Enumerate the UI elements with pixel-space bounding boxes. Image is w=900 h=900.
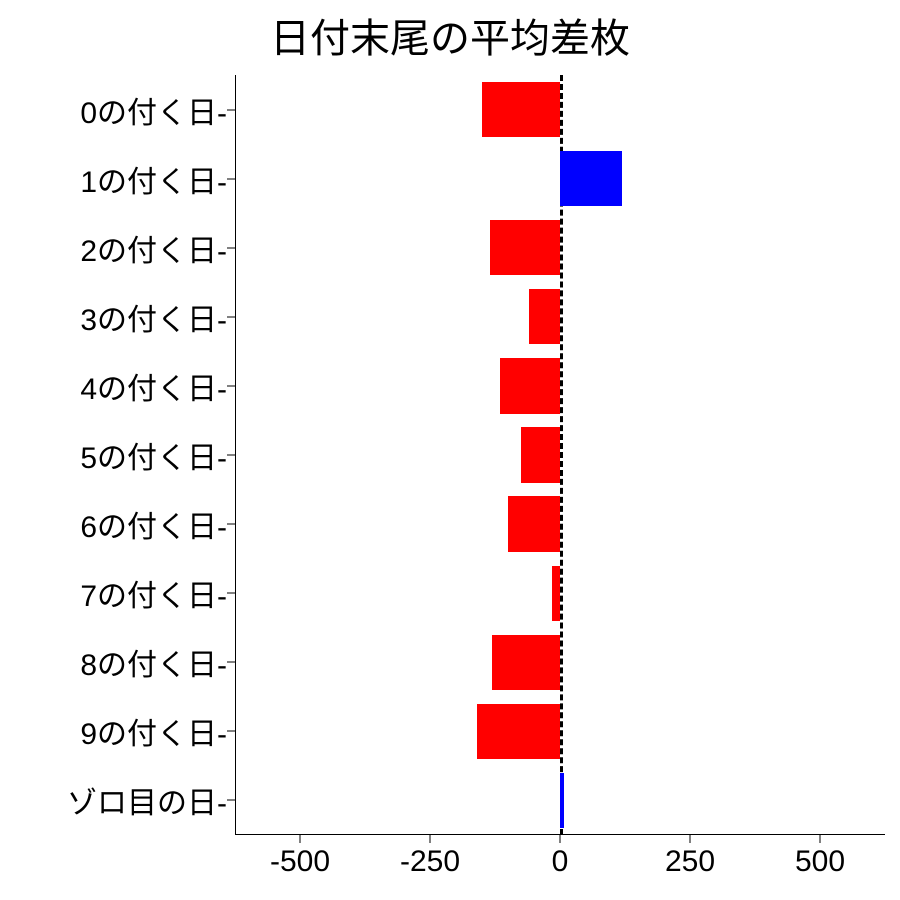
chart-container: 日付末尾の平均差枚 0の付く日-1の付く日-2の付く日-3の付く日-4の付く日-… xyxy=(0,0,900,900)
x-tick-label: 500 xyxy=(795,835,845,879)
bar xyxy=(560,151,622,206)
x-tick-label: -500 xyxy=(270,835,330,879)
bar xyxy=(529,289,560,344)
x-tick-label: 250 xyxy=(665,835,715,879)
y-tick-label: 7の付く日- xyxy=(80,571,235,615)
y-tick-label: 0の付く日- xyxy=(80,88,235,132)
x-tick-label: 0 xyxy=(552,835,569,879)
bar xyxy=(508,496,560,551)
y-tick-label: 1の付く日- xyxy=(80,157,235,201)
bar xyxy=(500,358,560,413)
bar xyxy=(492,635,560,690)
x-tick-label: -250 xyxy=(400,835,460,879)
y-axis-spine xyxy=(235,75,236,835)
y-tick-label: 9の付く日- xyxy=(80,709,235,753)
bar xyxy=(552,566,560,621)
bar xyxy=(521,427,560,482)
y-tick-label: 8の付く日- xyxy=(80,640,235,684)
plot-area: 0の付く日-1の付く日-2の付く日-3の付く日-4の付く日-5の付く日-6の付く… xyxy=(235,75,885,835)
y-tick-label: 5の付く日- xyxy=(80,433,235,477)
chart-title: 日付末尾の平均差枚 xyxy=(0,6,900,64)
bar xyxy=(560,773,564,828)
y-tick-label: 2の付く日- xyxy=(80,226,235,270)
bar xyxy=(477,704,560,759)
y-tick-label: 6の付く日- xyxy=(80,502,235,546)
y-tick-label: 3の付く日- xyxy=(80,295,235,339)
bar xyxy=(490,220,560,275)
bar xyxy=(482,82,560,137)
y-tick-label: ゾロ目の日- xyxy=(67,778,235,822)
y-tick-label: 4の付く日- xyxy=(80,364,235,408)
